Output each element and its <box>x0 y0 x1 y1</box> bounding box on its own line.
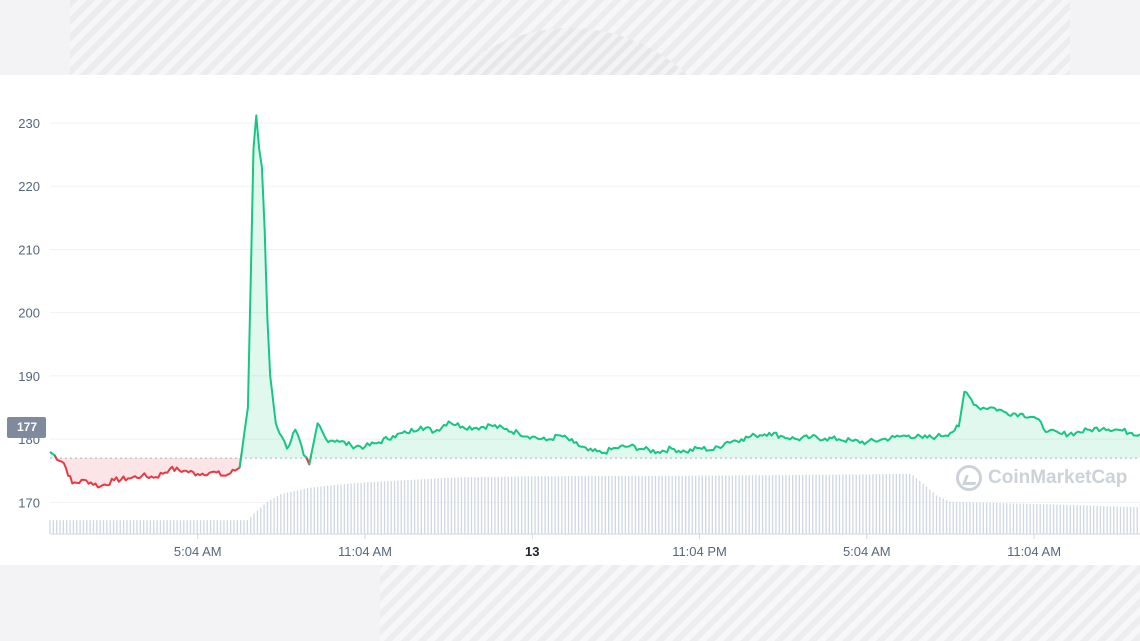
y-tick-label-210: 210 <box>18 242 40 257</box>
watermark: CoinMarketCap <box>956 465 1127 491</box>
x-tick-label-4: 5:04 AM <box>843 544 891 559</box>
price-area-2 <box>239 115 310 468</box>
y-tick-label-200: 200 <box>18 306 40 321</box>
price-line-4 <box>308 390 1140 465</box>
price-area-3 <box>306 454 312 465</box>
coinmarketcap-logo-icon <box>956 465 982 491</box>
price-area-1 <box>54 452 242 488</box>
watermark-text: CoinMarketCap <box>988 467 1128 488</box>
price-line-1 <box>53 452 243 489</box>
x-tick-label-3: 11:04 PM <box>672 544 727 559</box>
x-tick-label-2: 13 <box>525 544 539 559</box>
current-price-tag: 177 <box>7 417 47 438</box>
y-tick-label-230: 230 <box>18 116 40 131</box>
y-tick-label-220: 220 <box>18 179 40 194</box>
price-area-4 <box>309 391 1140 465</box>
x-tick-label-0: 5:04 AM <box>174 544 222 559</box>
x-tick-label-1: 11:04 AM <box>338 544 392 559</box>
y-tick-label-170: 170 <box>18 495 40 510</box>
price-line-2 <box>238 114 311 468</box>
chart-panel: 170 180 190 200 210 220 230 5:04 AM 11:04 AM 13 11… <box>0 75 1140 565</box>
x-tick-label-5: 11:04 AM <box>1007 544 1061 559</box>
background-band-bottom <box>380 560 1140 641</box>
volume-bars <box>49 473 1138 534</box>
y-tick-label-190: 190 <box>18 369 40 384</box>
